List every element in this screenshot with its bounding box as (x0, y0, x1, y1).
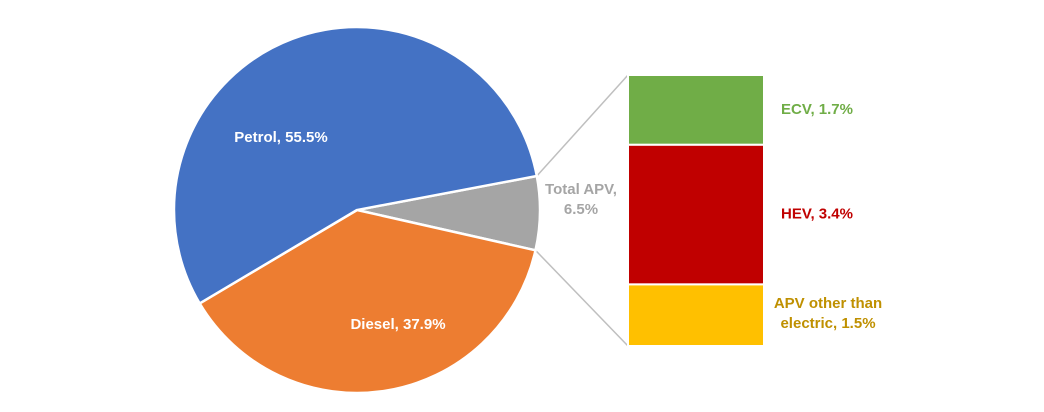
pie-slice-petrol (172, 25, 539, 306)
pie (172, 25, 542, 395)
data-label-total-apv-line-1: Total APV, (545, 181, 617, 198)
connector-line-top (536, 74, 629, 177)
pie-slice-diesel (197, 208, 538, 395)
data-label-hev: HEV, 3.4% (781, 206, 853, 223)
bar-segment-ecv (627, 74, 765, 146)
data-label-petrol: Petrol, 55.5% (234, 129, 327, 146)
bar-segment-hev (627, 143, 765, 286)
data-label-total-apv-line-2: 6.5% (564, 201, 598, 218)
data-label-petrol-line-1: Petrol, 55.5% (234, 129, 327, 146)
data-label-apv-other-than-electric-line-1: APV other than (774, 295, 882, 312)
data-label-apv-other-than-electric: APV other than electric, 1.5% (774, 295, 882, 332)
data-label-ecv-line-1: ECV, 1.7% (781, 101, 853, 118)
connector-lines (534, 74, 629, 347)
bar-segment-apv-other-than-electric (627, 283, 765, 347)
data-label-total-apv: Total APV, 6.5% (545, 181, 617, 218)
data-label-ecv: ECV, 1.7% (781, 101, 853, 118)
breakdown-bar (627, 74, 765, 347)
connector-line-bottom (534, 249, 629, 347)
data-label-hev-line-1: HEV, 3.4% (781, 206, 853, 223)
data-label-diesel: Diesel, 37.9% (350, 316, 445, 333)
data-labels: Petrol, 55.5% Diesel, 37.9% Total APV, 6.5%… (234, 101, 882, 333)
data-label-diesel-line-1: Diesel, 37.9% (350, 316, 445, 333)
data-label-apv-other-than-electric-line-2: electric, 1.5% (780, 315, 875, 332)
